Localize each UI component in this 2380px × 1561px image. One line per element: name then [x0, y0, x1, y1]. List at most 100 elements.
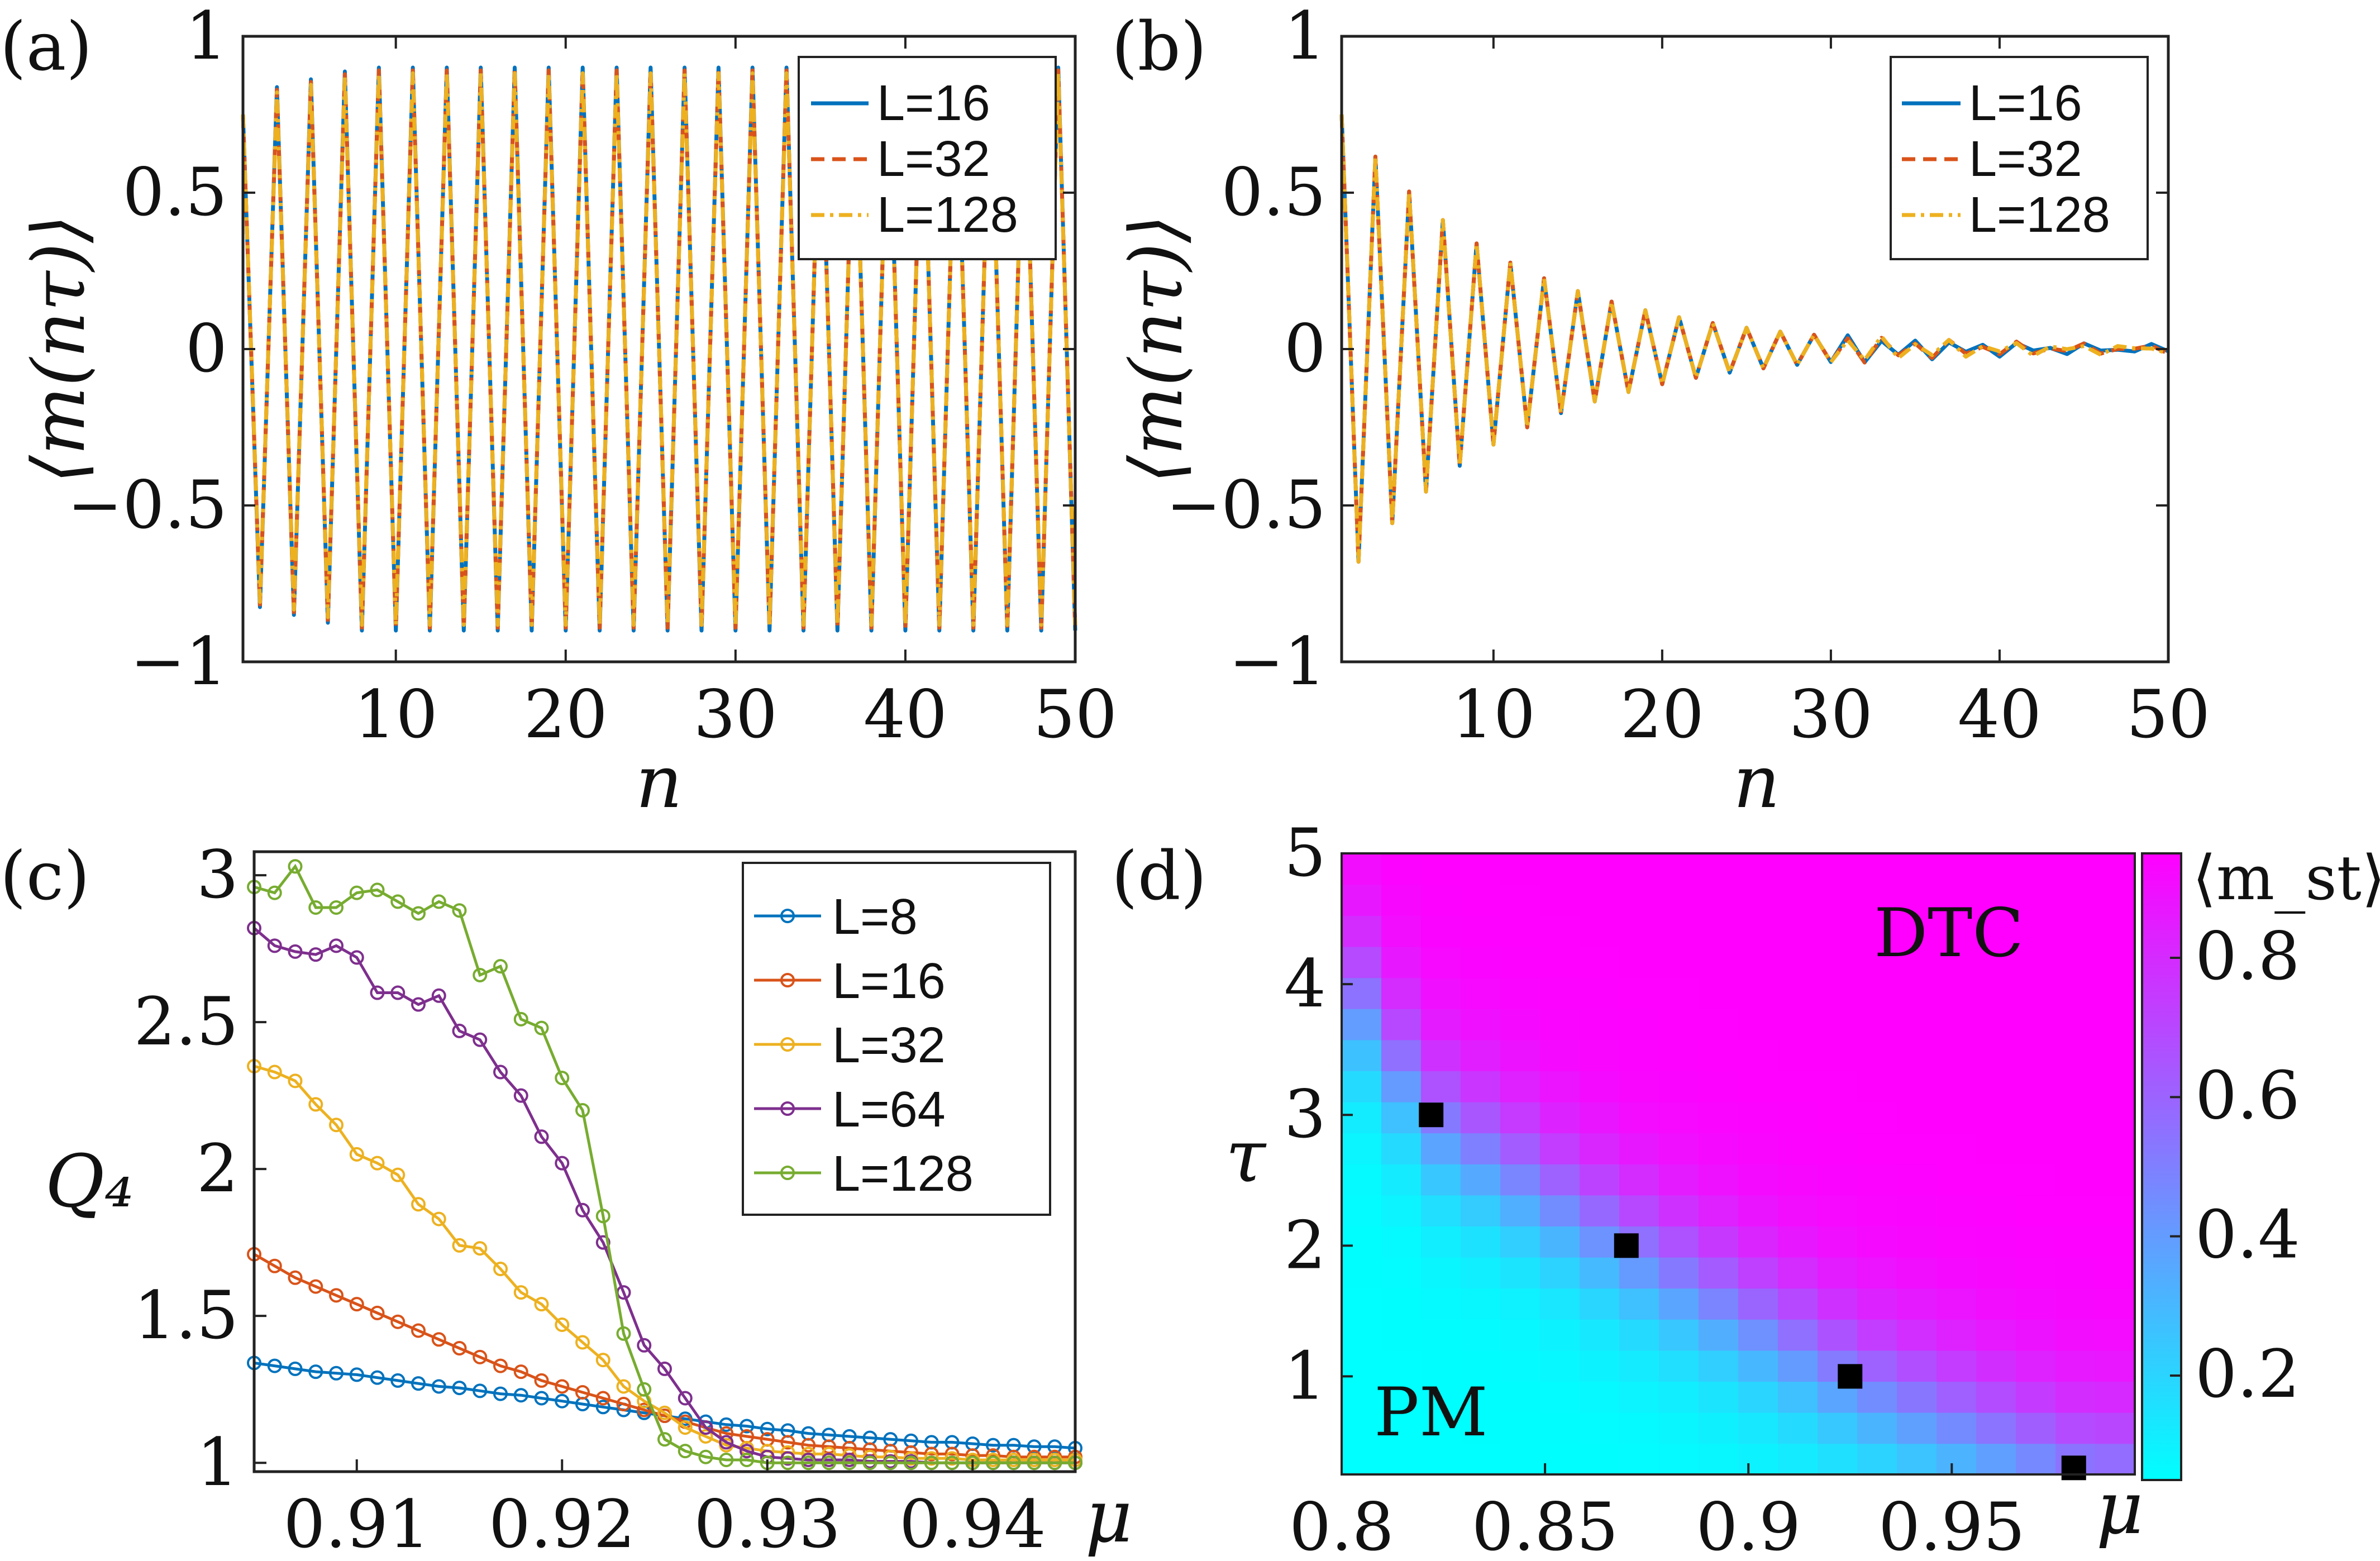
- heatmap-cell: [1818, 1164, 1858, 1196]
- heatmap-cell: [2055, 1257, 2096, 1289]
- heatmap-cell: [1659, 1319, 1699, 1351]
- heatmap-cell: [1342, 915, 1382, 947]
- data-point: [288, 1270, 303, 1285]
- heatmap-cell: [1342, 853, 1382, 885]
- heatmap-cell: [1500, 1164, 1540, 1196]
- y-tick-label: 1: [1284, 1337, 1326, 1414]
- heatmap-cell: [2016, 1195, 2056, 1226]
- heatmap-cell: [1937, 977, 1977, 1009]
- y-tick-label: −1: [130, 623, 227, 700]
- heatmap-cell: [1421, 1257, 1461, 1289]
- data-point: [698, 1449, 713, 1464]
- heatmap-cell: [1619, 1101, 1659, 1134]
- heatmap-cell: [1461, 977, 1501, 1009]
- heatmap-cell: [1778, 884, 1818, 916]
- data-point: [924, 1451, 939, 1466]
- data-point: [370, 1305, 385, 1320]
- heatmap-cell: [1500, 915, 1540, 947]
- panel-d-frame: [1341, 852, 2136, 1476]
- heatmap-cell: [1818, 1319, 1858, 1351]
- panel-b-xticks: 10 20 30 40 50: [1452, 36, 2210, 753]
- heatmap-cell: [1342, 1226, 1382, 1258]
- heatmap-cell: [1937, 1319, 1977, 1351]
- heatmap-cell: [1659, 1381, 1699, 1413]
- heatmap-cell: [1937, 1039, 1977, 1071]
- heatmap-cell: [1976, 946, 2016, 978]
- data-point: [555, 1156, 570, 1171]
- heatmap-cell: [1699, 1133, 1739, 1164]
- heatmap-cell: [1659, 1288, 1699, 1320]
- heatmap-cell: [1778, 1009, 1818, 1040]
- heatmap-cell: [1381, 1164, 1422, 1196]
- panel-c-legend-box: [742, 862, 1051, 1216]
- heatmap-cell: [1540, 853, 1580, 885]
- heatmap-cell: [1342, 1257, 1382, 1289]
- heatmap-cell: [1897, 1288, 1937, 1320]
- heatmap-cell: [1619, 977, 1659, 1009]
- heatmap-cell: [2055, 1101, 2096, 1134]
- heatmap-cell: [1580, 915, 1620, 947]
- heatmap-cell: [1540, 884, 1580, 916]
- x-tick-label: 0.91: [283, 1486, 430, 1561]
- heatmap-cell: [2016, 915, 2056, 947]
- heatmap-cell: [1976, 977, 2016, 1009]
- data-point: [862, 1455, 877, 1471]
- heatmap-cell: [2095, 1319, 2135, 1351]
- heatmap-cell: [1699, 1319, 1739, 1351]
- data-point: [431, 894, 446, 909]
- data-point: [513, 1011, 528, 1027]
- heatmap-cell: [1540, 1350, 1580, 1382]
- heatmap-cell: [1580, 1164, 1620, 1196]
- data-point: [411, 1376, 426, 1391]
- heatmap-cell: [1580, 884, 1620, 916]
- heatmap-cell: [1500, 1039, 1540, 1071]
- heatmap-cell: [2095, 1071, 2135, 1102]
- heatmap-cell: [2095, 1288, 2135, 1320]
- panel-c: (c) 32.521.51 0.91 0.92 0.93 0.94 μ Q₄ L=8L…: [0, 836, 1132, 1561]
- panel-a-tag: (a): [0, 8, 92, 86]
- data-point: [288, 859, 303, 874]
- heatmap-cell: [1381, 884, 1422, 916]
- data-point: [760, 1421, 775, 1436]
- heatmap-cell: [1937, 853, 1977, 885]
- panel-c-lines: [247, 859, 1082, 1471]
- heatmap-cell: [1738, 1443, 1778, 1475]
- y-tick-label: 1: [197, 1424, 239, 1501]
- heatmap-cell: [1659, 915, 1699, 947]
- colorbar-label: ⟨m_st⟩: [2192, 842, 2380, 914]
- heatmap-cell: [2016, 853, 2056, 885]
- heatmap-cell: [1381, 1101, 1422, 1134]
- heatmap-cell: [2016, 1381, 2056, 1413]
- panel-d-markers: [1419, 1102, 2086, 1481]
- data-point: [411, 1197, 426, 1212]
- data-point: [945, 1455, 960, 1471]
- heatmap-cell: [1619, 915, 1659, 947]
- data-point: [740, 1444, 754, 1459]
- panel-a-ylabel: ⟨m(nτ)⟩: [16, 214, 101, 484]
- heatmap-cell: [1659, 884, 1699, 916]
- heatmap-cell: [1381, 946, 1422, 978]
- heatmap-cell: [1381, 977, 1422, 1009]
- heatmap-cell: [1818, 1195, 1858, 1226]
- heatmap-cell: [1659, 1226, 1699, 1258]
- heatmap-cell: [1342, 1039, 1382, 1071]
- y-tick-label: 2.5: [133, 983, 239, 1060]
- heatmap-cell: [1461, 1071, 1501, 1102]
- data-point: [452, 903, 467, 918]
- heatmap-cell: [1738, 1039, 1778, 1071]
- heatmap-cell: [1699, 915, 1739, 947]
- data-point: [288, 944, 303, 959]
- heatmap-cell: [1500, 1009, 1540, 1040]
- data-point: [945, 1451, 960, 1466]
- data-point: [288, 1073, 303, 1089]
- heatmap-cell: [1421, 1195, 1461, 1226]
- legend-label: L=64: [832, 1082, 946, 1138]
- heatmap-cell: [1421, 1226, 1461, 1258]
- heatmap-cell: [2016, 1443, 2056, 1475]
- critical-point-marker: [2061, 1455, 2086, 1481]
- heatmap-cell: [1818, 1101, 1858, 1134]
- data-point: [534, 1373, 549, 1388]
- heatmap-cell: [1381, 1412, 1422, 1444]
- colorbar-tick-label: 0.2: [2195, 1335, 2300, 1412]
- heatmap-cell: [1580, 1288, 1620, 1320]
